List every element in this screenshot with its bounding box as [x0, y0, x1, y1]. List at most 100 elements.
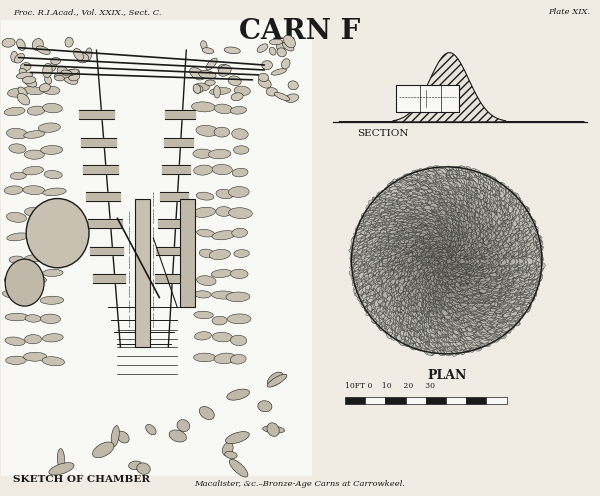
Ellipse shape — [496, 290, 502, 297]
Ellipse shape — [473, 248, 479, 252]
Ellipse shape — [462, 217, 470, 224]
Ellipse shape — [396, 233, 402, 239]
Ellipse shape — [472, 246, 478, 250]
Ellipse shape — [493, 274, 500, 279]
Ellipse shape — [484, 312, 490, 317]
Ellipse shape — [389, 260, 397, 266]
Ellipse shape — [494, 210, 500, 218]
Ellipse shape — [464, 274, 470, 279]
Ellipse shape — [234, 86, 250, 95]
Ellipse shape — [457, 323, 461, 328]
Ellipse shape — [382, 303, 389, 309]
Ellipse shape — [416, 324, 422, 331]
Ellipse shape — [382, 222, 389, 229]
Ellipse shape — [435, 305, 439, 309]
Ellipse shape — [478, 187, 487, 195]
Ellipse shape — [454, 343, 460, 348]
Ellipse shape — [476, 289, 480, 294]
Ellipse shape — [476, 313, 483, 319]
Ellipse shape — [435, 194, 441, 202]
Ellipse shape — [478, 186, 484, 194]
Ellipse shape — [473, 343, 482, 348]
Ellipse shape — [497, 213, 505, 221]
Ellipse shape — [437, 271, 440, 278]
Ellipse shape — [407, 253, 416, 259]
Ellipse shape — [511, 265, 519, 272]
Ellipse shape — [475, 275, 483, 279]
Ellipse shape — [439, 260, 444, 263]
Ellipse shape — [403, 198, 410, 207]
Ellipse shape — [424, 329, 430, 334]
Ellipse shape — [457, 267, 463, 272]
Ellipse shape — [409, 294, 416, 299]
Ellipse shape — [417, 326, 424, 332]
Ellipse shape — [385, 221, 394, 229]
Ellipse shape — [481, 331, 490, 341]
Ellipse shape — [491, 179, 498, 186]
Ellipse shape — [425, 186, 434, 194]
Ellipse shape — [491, 324, 502, 333]
Ellipse shape — [443, 298, 448, 304]
Ellipse shape — [455, 221, 463, 225]
Ellipse shape — [451, 345, 460, 354]
Ellipse shape — [489, 181, 496, 186]
Ellipse shape — [475, 214, 483, 221]
Ellipse shape — [445, 239, 452, 244]
Ellipse shape — [419, 182, 425, 189]
Ellipse shape — [380, 316, 388, 321]
Ellipse shape — [449, 264, 454, 270]
Ellipse shape — [472, 180, 477, 188]
Ellipse shape — [475, 209, 482, 217]
Ellipse shape — [463, 327, 473, 336]
Ellipse shape — [448, 197, 457, 201]
Ellipse shape — [502, 190, 511, 196]
Ellipse shape — [448, 327, 453, 332]
Bar — [466, 397, 487, 404]
Ellipse shape — [416, 265, 421, 270]
Ellipse shape — [446, 293, 452, 298]
Ellipse shape — [371, 266, 377, 269]
Ellipse shape — [439, 264, 443, 269]
Ellipse shape — [463, 310, 469, 314]
Ellipse shape — [404, 322, 412, 331]
Ellipse shape — [478, 288, 485, 294]
Ellipse shape — [392, 292, 401, 299]
Ellipse shape — [433, 253, 439, 257]
Ellipse shape — [383, 267, 391, 272]
Ellipse shape — [481, 241, 490, 246]
Ellipse shape — [413, 189, 419, 194]
Ellipse shape — [482, 206, 491, 211]
Ellipse shape — [517, 205, 527, 212]
Ellipse shape — [377, 245, 387, 251]
Ellipse shape — [354, 258, 363, 265]
Ellipse shape — [390, 208, 398, 215]
Ellipse shape — [461, 257, 467, 260]
Ellipse shape — [390, 321, 398, 328]
Ellipse shape — [363, 286, 374, 290]
Ellipse shape — [411, 207, 416, 211]
Ellipse shape — [461, 289, 465, 296]
Ellipse shape — [376, 311, 384, 318]
Ellipse shape — [504, 306, 512, 311]
Ellipse shape — [470, 174, 476, 179]
Ellipse shape — [508, 237, 518, 241]
Ellipse shape — [393, 271, 401, 274]
Ellipse shape — [512, 245, 522, 251]
Ellipse shape — [428, 297, 435, 302]
Ellipse shape — [394, 263, 399, 266]
Ellipse shape — [446, 224, 454, 230]
Ellipse shape — [430, 239, 434, 244]
Ellipse shape — [512, 302, 518, 307]
Ellipse shape — [407, 302, 413, 310]
Ellipse shape — [415, 208, 421, 215]
Ellipse shape — [486, 302, 493, 307]
Ellipse shape — [390, 270, 398, 277]
Ellipse shape — [448, 302, 454, 307]
Ellipse shape — [379, 298, 387, 303]
Ellipse shape — [370, 231, 381, 237]
Ellipse shape — [403, 212, 409, 217]
Ellipse shape — [512, 311, 521, 317]
Ellipse shape — [509, 293, 518, 300]
Ellipse shape — [380, 310, 389, 315]
Ellipse shape — [528, 242, 536, 248]
